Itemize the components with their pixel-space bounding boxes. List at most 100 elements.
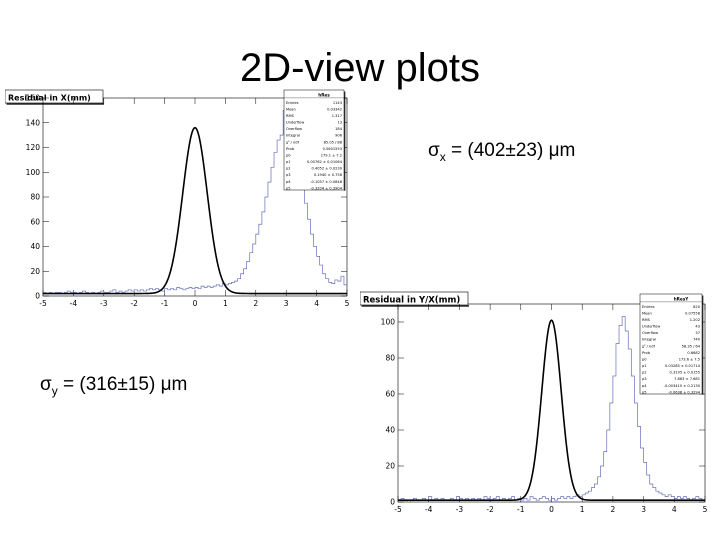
stats-value: 173.6 ± 7.5 xyxy=(679,357,700,361)
stats-value: 0.6682 xyxy=(687,351,700,355)
stats-key: p1 xyxy=(286,160,291,164)
stats-value: -0.3204 ± 0.3904 xyxy=(310,186,342,190)
x-tick-label: 1 xyxy=(223,299,228,308)
stats-value: 0.07558 xyxy=(685,311,701,315)
title-box xyxy=(360,291,469,306)
stats-value: 0.03285 ± 0.01714 xyxy=(665,364,701,368)
stats-value: 1.317 xyxy=(332,114,342,118)
stats-key: Integral xyxy=(286,134,300,138)
y-tick-label: 0 xyxy=(390,498,395,507)
stats-value: 58.35 / 64 xyxy=(682,344,701,348)
stats-key: p0 xyxy=(642,357,647,361)
stats-key: Entries xyxy=(286,101,299,105)
stats-value: -0.0638 ± 0.3294 xyxy=(668,390,700,394)
x-tick-label: 2 xyxy=(611,505,616,514)
stats-key: RMS xyxy=(286,114,295,118)
y-tick-label: 60 xyxy=(385,390,395,399)
x-tick-label: 4 xyxy=(672,505,677,514)
stats-value: 85.05 / 88 xyxy=(324,140,343,144)
y-tick-label: 80 xyxy=(30,193,40,202)
y-tick-label: 0 xyxy=(35,292,40,301)
stats-value: 740 xyxy=(693,338,701,342)
sigma-y-value: = (316±15) μm xyxy=(57,374,188,395)
sigma-x-subscript: x xyxy=(439,149,446,164)
stats-value: 0.5601553 xyxy=(323,147,342,151)
stats-value: 0.3195 ± 0.0155 xyxy=(670,371,700,375)
stats-key: χ² / ndf xyxy=(286,140,300,144)
stats-key: p2 xyxy=(642,371,647,375)
stats-value: 13 xyxy=(337,121,342,125)
x-tick-label: 2 xyxy=(253,299,258,308)
stats-box xyxy=(639,293,703,395)
stats-name: hResY xyxy=(674,296,690,301)
x-tick-label: -2 xyxy=(130,299,138,308)
stats-value: 0.03342 xyxy=(327,107,342,111)
stats-name: hRes xyxy=(318,92,330,97)
stats-key: p3 xyxy=(642,377,647,381)
y-tick-label: 100 xyxy=(381,318,396,327)
sigma-y-symbol: σ xyxy=(40,374,52,395)
stats-value: 0.1940 ± 0.758 xyxy=(314,173,343,177)
x-tick-label: -2 xyxy=(486,505,494,514)
y-tick-label: 100 xyxy=(26,168,41,177)
stats-key: p4 xyxy=(286,180,291,184)
stats-key: Prob xyxy=(642,351,651,355)
stats-key: p4 xyxy=(642,384,647,388)
y-tick-label: 80 xyxy=(385,354,395,363)
x-tick-label: 4 xyxy=(314,299,319,308)
x-tick-label: 3 xyxy=(284,299,289,308)
histogram-title: Residual in Y/X(mm) xyxy=(363,296,460,306)
stats-key: Underflow xyxy=(642,325,660,329)
y-tick-label: 160 xyxy=(26,94,41,103)
stats-value: 7.863 ± 7.681 xyxy=(674,377,700,381)
stats-value: 1.202 xyxy=(690,318,700,322)
slide-title: 2D-view plots xyxy=(239,46,481,90)
stats-key: Prob xyxy=(286,147,295,151)
stats-value: 37 xyxy=(695,331,700,335)
sigma-y-label: σy = (316±15) μm xyxy=(40,374,187,398)
x-tick-label: -4 xyxy=(70,299,78,308)
y-tick-label: 60 xyxy=(30,217,40,226)
stats-key: Overflow xyxy=(642,331,658,335)
x-tick-label: -1 xyxy=(161,299,169,308)
y-tick-label: 20 xyxy=(30,267,40,276)
stats-key: p0 xyxy=(286,153,291,157)
stats-key: Mean xyxy=(642,311,652,315)
fit-curve xyxy=(43,126,347,295)
title-box xyxy=(5,89,104,104)
sigma-x-label: σx = (402±23) μm xyxy=(428,140,575,164)
stats-value: 820 xyxy=(693,305,701,309)
stats-key: χ² / ndf xyxy=(642,344,656,348)
stats-value: 184 xyxy=(335,127,343,131)
sigma-x-symbol: σ xyxy=(428,140,440,161)
x-tick-label: 0 xyxy=(193,299,198,308)
stats-key: Mean xyxy=(286,107,296,111)
stats-value: 0.4052 ± 0.0230 xyxy=(312,167,343,171)
x-tick-label: 0 xyxy=(549,505,554,514)
stats-key: p5 xyxy=(286,186,291,190)
histogram-title: Residual in X(mm) xyxy=(8,94,91,103)
stats-key: Integral xyxy=(642,338,656,342)
sigma-y-subscript: y xyxy=(51,383,58,398)
stats-value: 906 xyxy=(335,134,343,138)
stats-key: Overflow xyxy=(286,127,302,131)
x-tick-label: 5 xyxy=(703,505,708,514)
y-tick-label: 40 xyxy=(385,426,395,435)
stats-value: 1143 xyxy=(333,101,342,105)
histogram-series xyxy=(398,316,705,502)
x-tick-label: -3 xyxy=(100,299,108,308)
x-tick-label: 3 xyxy=(641,505,646,514)
stats-key: Underflow xyxy=(286,121,304,125)
residual-x-plot: Residual in X(mm)020406080100120140160-5… xyxy=(5,88,350,318)
stats-key: Entries xyxy=(642,305,655,309)
x-tick-label: -4 xyxy=(425,505,433,514)
stats-value: 0.00762 ± 0.01064 xyxy=(307,160,343,164)
fit-curve xyxy=(398,319,705,501)
x-tick-label: -1 xyxy=(517,505,525,514)
x-tick-label: 1 xyxy=(580,505,585,514)
x-tick-label: -5 xyxy=(39,299,47,308)
x-tick-label: 5 xyxy=(345,299,350,308)
stats-key: RMS xyxy=(642,318,651,322)
sigma-x-value: = (402±23) μm xyxy=(445,140,576,161)
